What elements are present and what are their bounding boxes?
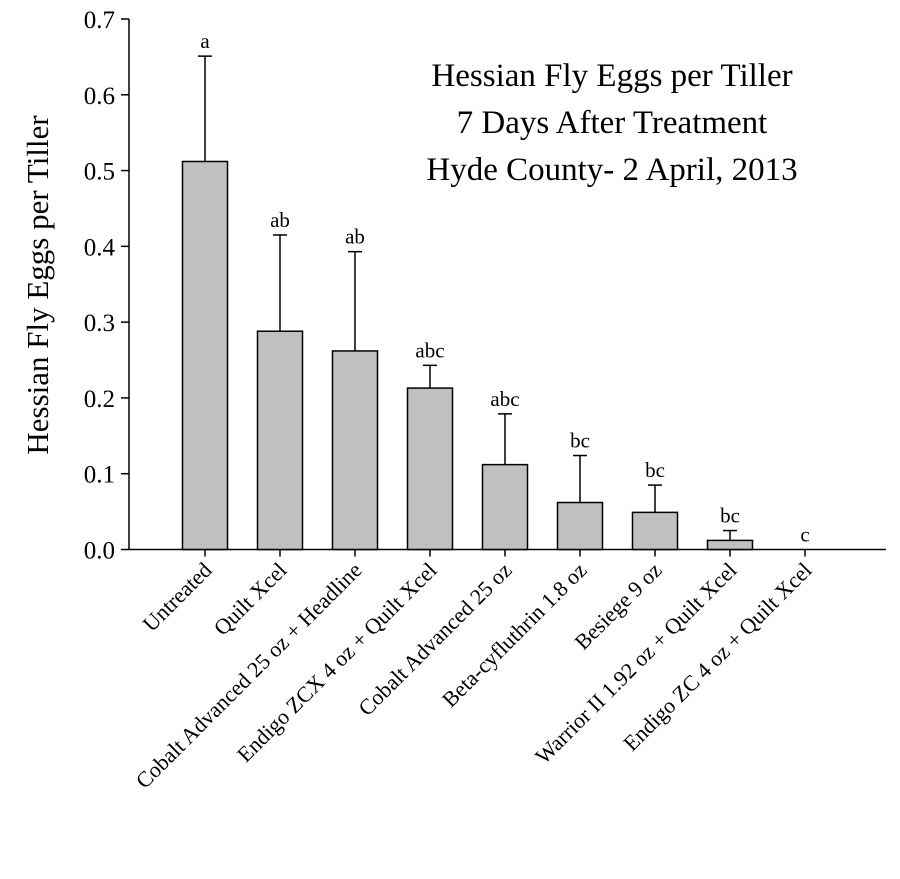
bar (256, 330, 304, 551)
significance-letter: bc (645, 458, 665, 482)
y-tick-label: 0.4 (84, 234, 116, 261)
significance-letter: abc (490, 387, 519, 411)
significance-letter: ab (345, 225, 365, 249)
title-line-1: Hessian Fly Eggs per Tiller (431, 58, 792, 94)
y-tick-label: 0.2 (84, 386, 115, 413)
y-tick-label: 0.1 (84, 462, 115, 489)
x-tick-label: Beta-cyfluthrin 1.8 oz (437, 557, 592, 712)
title-line-3: Hyde County- 2 April, 2013 (426, 152, 797, 188)
y-tick-label: 0.7 (84, 7, 115, 34)
bar (331, 350, 379, 551)
significance-letter: ab (270, 208, 290, 232)
bar (181, 160, 229, 551)
bar (706, 539, 754, 551)
significance-letter: c (800, 523, 809, 547)
bar (481, 463, 529, 551)
y-tick-label: 0.3 (84, 310, 115, 337)
y-axis-label: Hessian Fly Eggs per Tiller (20, 115, 55, 455)
significance-letter: bc (720, 504, 740, 528)
x-tick-label: Untreated (138, 557, 217, 636)
bar (631, 511, 679, 551)
significance-letter: a (200, 29, 210, 53)
bar (556, 501, 604, 551)
significance-letter: bc (570, 429, 590, 453)
y-tick-label: 0.0 (84, 538, 115, 565)
axes: 0.0 0.1 0.2 0.3 0.4 0.5 0.6 0.7 (84, 7, 886, 565)
title-line-2: 7 Days After Treatment (457, 105, 768, 141)
chart-title: Hessian Fly Eggs per Tiller 7 Days After… (426, 58, 797, 188)
y-tick-label: 0.6 (84, 83, 115, 110)
y-tick-label: 0.5 (84, 159, 115, 186)
bar (406, 387, 454, 551)
significance-letter: abc (415, 338, 444, 362)
